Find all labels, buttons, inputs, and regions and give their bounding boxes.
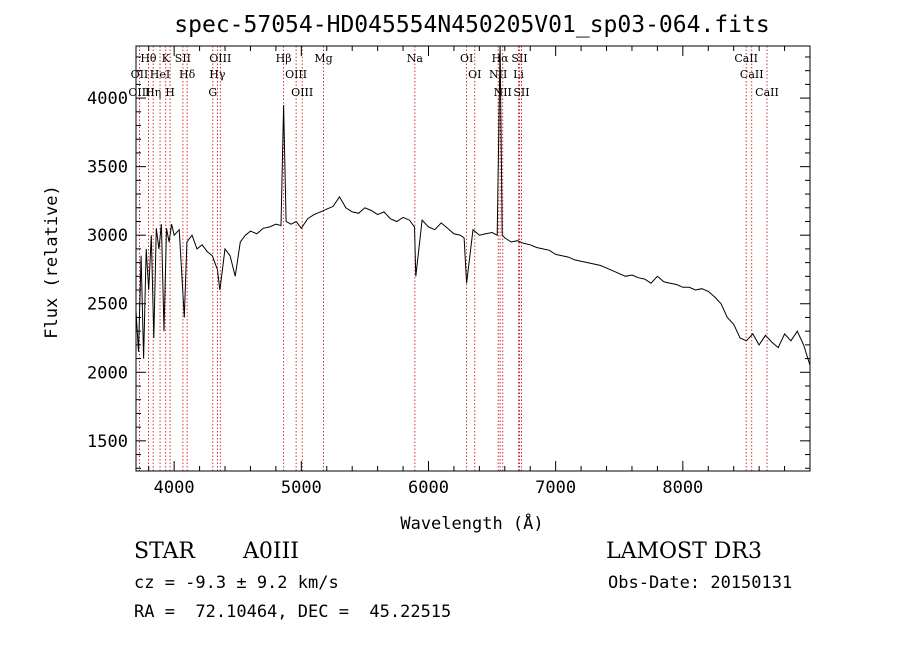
y-tick-label: 3500 [87,158,128,178]
x-tick-label: 6000 [408,478,449,498]
line-marker-label: Na [407,52,424,65]
line-marker-label: NII [489,68,507,81]
line-marker-label: Hγ [209,68,226,81]
survey-name: LAMOST DR3 [606,539,762,564]
line-marker-label: Hδ [179,68,196,81]
line-marker-label: OIII [291,86,313,99]
line-marker-label: OIII [128,86,150,99]
y-tick-label: 2000 [87,363,128,383]
line-marker-labels: HθOIIOIIIHeIHηKHSIIHδOIIIHγGHβOIIIOIIIMg… [128,52,778,99]
coordinates-text: RA = 72.10464, DEC = 45.22515 [134,602,452,622]
spectrum-series [135,45,811,366]
line-marker-label: Mg [314,52,332,65]
y-tick-label: 4000 [87,89,128,109]
line-marker-label: CaII [740,68,764,81]
line-marker-label: OII [131,68,149,81]
obs-date-text: Obs-Date: 20150131 [608,573,793,593]
line-marker-label: SII [175,52,191,65]
line-marker-label: G [208,86,217,99]
x-axis-label: Wavelength (Å) [400,512,543,534]
line-marker-label: NII [494,86,512,99]
line-markers [139,46,768,471]
x-tick-label: 8000 [662,478,703,498]
y-tick-label: 1500 [87,432,128,452]
x-axis: 4000 5000 6000 7000 8000 [148,46,811,498]
line-marker-label: Hθ [140,52,157,65]
y-axis: 1500 2000 2500 3000 3500 4000 [87,56,810,469]
line-marker-label: Li [513,68,524,81]
line-marker-label: CaII [734,52,758,65]
line-marker-label: H [165,86,175,99]
line-marker-label: K [162,52,171,65]
plot-frame [135,45,811,472]
spectral-subclass: A0III [243,539,299,564]
x-tick-label: 4000 [154,478,195,498]
x-tick-label: 7000 [535,478,576,498]
line-marker-label: SII [513,86,529,99]
y-tick-label: 2500 [87,295,128,315]
line-marker-label: OIII [209,52,231,65]
chart-title: spec-57054-HD045554N450205V01_sp03-064.f… [174,12,769,38]
line-marker-label: HeI [150,68,170,81]
line-marker-label: OI [468,68,481,81]
redshift-text: cz = -9.3 ± 9.2 km/s [134,573,339,593]
line-marker-label: Hη [145,86,161,99]
line-marker-label: OI [460,52,473,65]
object-class: STAR [134,539,195,564]
y-tick-label: 3000 [87,226,128,246]
line-marker-label: CaII [755,86,779,99]
y-axis-label: Flux (relative) [42,185,62,339]
line-marker-label: OIII [285,68,307,81]
spectrum-line [135,45,811,366]
line-marker-label: SII [511,52,527,65]
line-marker-label: Hβ [276,52,292,65]
x-tick-label: 5000 [281,478,322,498]
